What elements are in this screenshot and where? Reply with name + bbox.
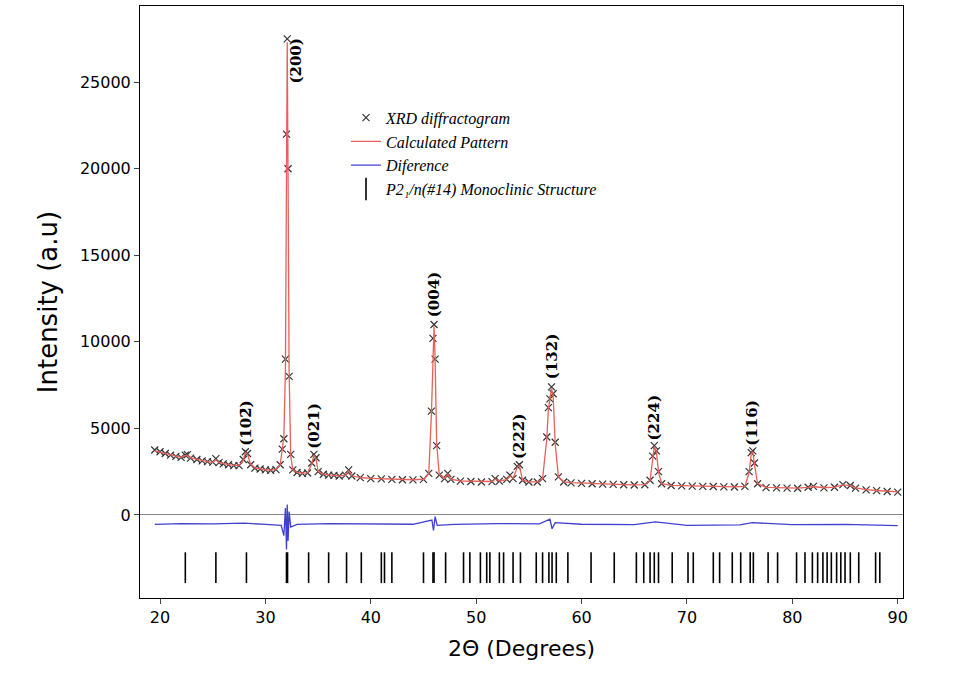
svg-text:2Θ (Degrees): 2Θ (Degrees): [448, 636, 595, 661]
svg-text:Calculated Pattern: Calculated Pattern: [386, 134, 508, 151]
svg-text:70: 70: [677, 608, 697, 627]
svg-text:(132): (132): [543, 334, 561, 380]
svg-text:(222̄): (222̄): [510, 414, 528, 460]
svg-text:80: 80: [782, 608, 802, 627]
svg-text:XRD diffractogram: XRD diffractogram: [385, 110, 510, 128]
svg-text:(021): (021): [305, 403, 323, 449]
svg-text:(004): (004): [425, 272, 443, 318]
svg-text:Diference: Diference: [385, 157, 448, 175]
svg-text:5000: 5000: [90, 419, 131, 438]
svg-text:(102̄): (102̄): [237, 400, 255, 446]
svg-text:Intensity (a.u): Intensity (a.u): [33, 211, 63, 393]
svg-text:P2₁/n(#14) Monoclinic Structur: P2₁/n(#14) Monoclinic Structure: [385, 181, 596, 199]
svg-text:25000: 25000: [80, 73, 131, 92]
svg-text:20000: 20000: [80, 159, 131, 178]
svg-text:40: 40: [361, 608, 381, 627]
svg-text:(200): (200): [287, 38, 305, 84]
svg-text:15000: 15000: [80, 246, 131, 265]
svg-text:50: 50: [466, 608, 486, 627]
svg-text:90: 90: [888, 608, 908, 627]
svg-text:20: 20: [150, 608, 170, 627]
svg-text:(116): (116): [743, 400, 761, 446]
svg-text:60: 60: [571, 608, 591, 627]
svg-text:10000: 10000: [80, 332, 131, 351]
svg-text:(224): (224): [645, 395, 663, 441]
svg-text:0: 0: [121, 506, 131, 525]
svg-text:30: 30: [255, 608, 275, 627]
